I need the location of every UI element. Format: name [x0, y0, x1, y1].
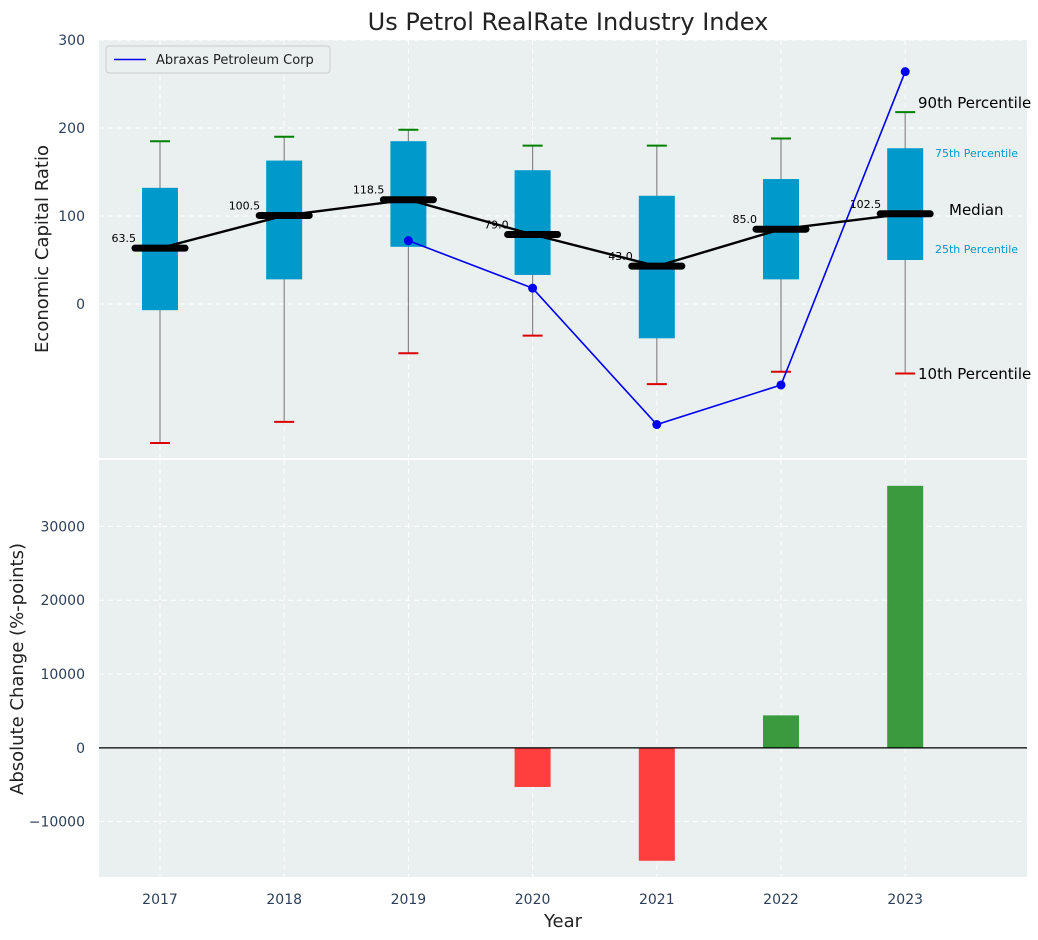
x-tick-label: 2017 [142, 892, 178, 908]
legend-box [105, 45, 331, 74]
x-axis-label: Year [543, 911, 583, 932]
median-value-label: 102.5 [850, 198, 882, 211]
top-y-tick-label: 0 [76, 297, 85, 313]
median-value-label: 118.5 [353, 184, 385, 197]
change-bars [99, 485, 1027, 861]
company-point [900, 67, 910, 77]
company-series [403, 67, 910, 430]
p90-label: 90th Percentile [918, 94, 1031, 112]
p10-label: 10th Percentile [918, 365, 1031, 383]
top-y-ticks: 0 100 200 300 [58, 33, 85, 313]
change-bar [514, 747, 551, 787]
x-tick-label: 2018 [266, 892, 302, 908]
top-ylabel: Economic Capital Ratio [32, 145, 53, 353]
top-y-tick-label: 200 [58, 121, 85, 137]
top-y-tick-label: 100 [58, 209, 85, 225]
iqr-box [266, 160, 303, 280]
bottom-plot-background [99, 460, 1027, 877]
x-tick-label: 2019 [391, 892, 427, 908]
legend: Abraxas Petroleum Corp [105, 45, 331, 74]
p25-label: 25th Percentile [935, 243, 1018, 256]
top-y-tick-label: 300 [58, 33, 85, 49]
top-plot-background [99, 40, 1027, 458]
change-bar [887, 485, 924, 748]
top-plot: 0 100 200 300 63.5 100.5 118.5 79.0 43.0 85.0 102… [32, 33, 1031, 458]
x-ticks: 2017 2018 2019 2020 2021 2022 2023 [142, 892, 923, 908]
chart-title: Us Petrol RealRate Industry Index [368, 8, 769, 36]
company-point [403, 236, 413, 246]
x-tick-label: 2022 [763, 892, 799, 908]
bottom-y-tick-label: 0 [76, 741, 85, 757]
median-value-label: 85.0 [733, 213, 758, 226]
change-bar [638, 747, 675, 861]
median-label: Median [949, 201, 1004, 219]
median-value-label: 63.5 [112, 232, 137, 245]
bottom-y-tick-label: 10000 [40, 667, 85, 683]
box-plots [142, 111, 924, 445]
company-point [652, 420, 662, 430]
company-point [776, 380, 786, 390]
median-value-label: 100.5 [229, 200, 261, 213]
iqr-box [514, 170, 551, 275]
change-bar [763, 715, 799, 748]
bottom-y-tick-label: −10000 [29, 815, 85, 831]
bottom-y-tick-label: 20000 [40, 593, 85, 609]
company-point [528, 283, 538, 293]
x-tick-label: 2023 [887, 892, 923, 908]
percentile-annotations: 90th Percentile 75th Percentile Median 2… [918, 94, 1031, 383]
median-value-label: 43.0 [608, 250, 633, 263]
median-value-label: 79.0 [484, 218, 509, 231]
median-series: 63.5 100.5 118.5 79.0 43.0 85.0 102.5 [112, 184, 934, 270]
bottom-y-tick-label: 30000 [40, 519, 85, 535]
bottom-y-ticks: −10000 0 10000 20000 30000 [29, 519, 85, 830]
legend-label: Abraxas Petroleum Corp [156, 53, 314, 68]
x-tick-label: 2021 [639, 892, 675, 908]
x-tick-label: 2020 [515, 892, 551, 908]
bottom-ylabel: Absolute Change (%-points) [7, 543, 28, 795]
p75-label: 75th Percentile [935, 147, 1018, 160]
iqr-box [887, 148, 924, 260]
iqr-box [390, 141, 427, 247]
